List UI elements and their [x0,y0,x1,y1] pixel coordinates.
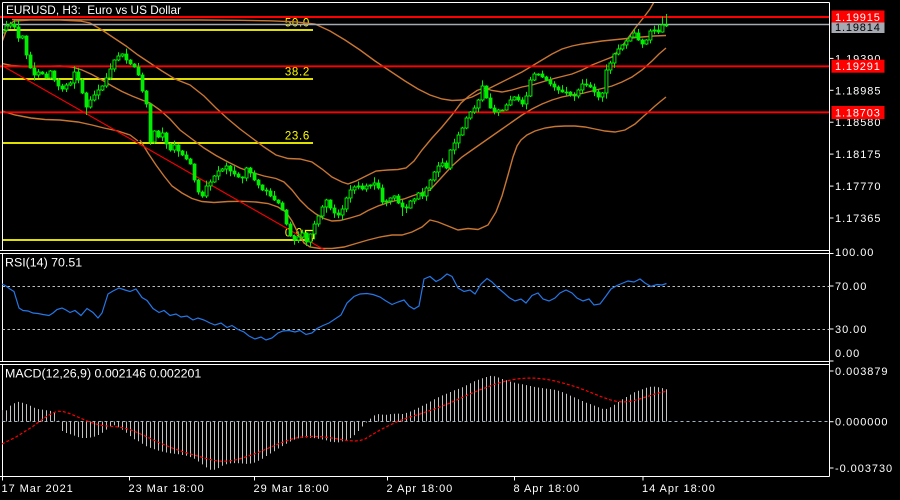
svg-text:23.6: 23.6 [285,131,310,143]
svg-text:0.00: 0.00 [835,348,860,360]
svg-text:0.000000: 0.000000 [835,417,888,429]
svg-text:100.00: 100.00 [835,247,874,259]
svg-text:RSI(14) 70.51: RSI(14) 70.51 [5,256,82,270]
svg-text:1.17770: 1.17770 [835,181,881,193]
svg-text:8 Apr 18:00: 8 Apr 18:00 [514,483,581,495]
svg-text:29 Mar 18:00: 29 Mar 18:00 [254,483,330,495]
svg-text:17 Mar 2021: 17 Mar 2021 [2,483,74,495]
svg-text:1.19814: 1.19814 [835,22,881,34]
svg-text:2 Apr 18:00: 2 Apr 18:00 [387,483,454,495]
svg-text:1.18175: 1.18175 [835,149,881,161]
svg-text:MACD(12,26,9) 0.002146 0.00220: MACD(12,26,9) 0.002146 0.002201 [5,367,201,381]
svg-text:23 Mar 18:00: 23 Mar 18:00 [129,483,205,495]
svg-text:70.00: 70.00 [835,281,867,293]
svg-text:1.18580: 1.18580 [835,117,881,129]
svg-text:1.18703: 1.18703 [835,108,881,120]
svg-text:1.18985: 1.18985 [835,85,881,97]
svg-text:14 Apr 18:00: 14 Apr 18:00 [642,483,716,495]
svg-text:-0.003730: -0.003730 [835,463,893,475]
svg-text:1.19291: 1.19291 [835,61,881,73]
svg-text:1.17365: 1.17365 [835,213,881,225]
svg-text:0.003879: 0.003879 [835,366,888,378]
svg-text:38.2: 38.2 [285,67,310,79]
svg-text:50.0: 50.0 [285,18,310,30]
svg-text:1.19915: 1.19915 [835,12,881,24]
svg-text:30.00: 30.00 [835,324,867,336]
svg-text:EURUSD, H3: Euro vs US Dollar: EURUSD, H3: Euro vs US Dollar [6,3,181,17]
